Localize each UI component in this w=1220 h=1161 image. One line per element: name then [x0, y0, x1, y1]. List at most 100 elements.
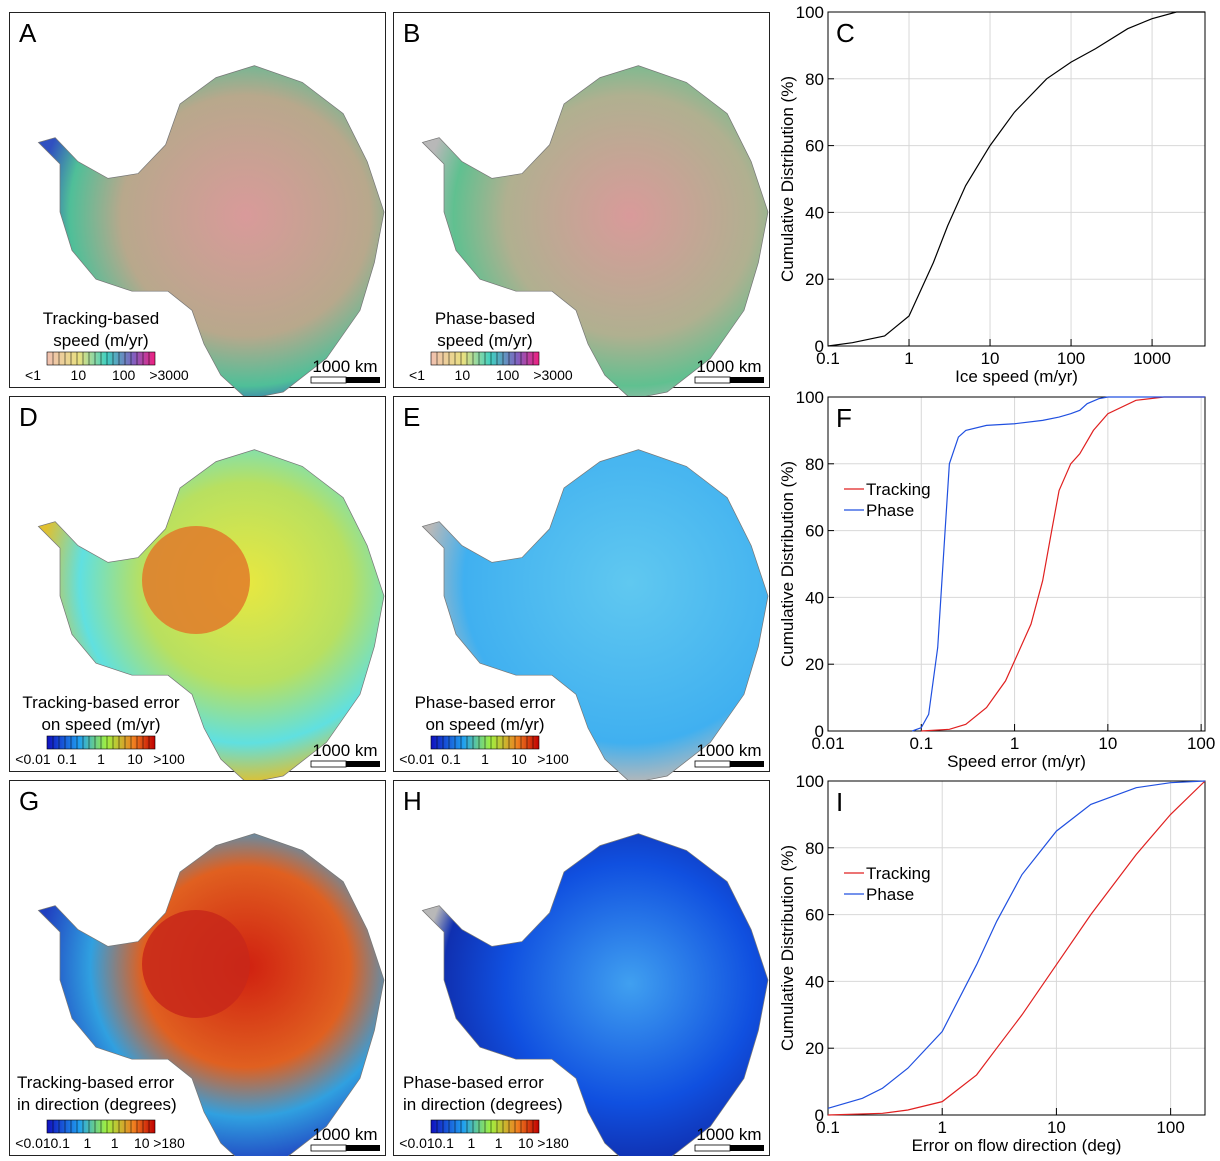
x-tick-label: 0.01 — [811, 734, 844, 753]
colorbar-label: 100 — [496, 367, 520, 383]
y-tick-label: 0 — [815, 337, 824, 356]
map-panel: A Tracking-based speed (m/yr) <1 10 100 >3000 1… — [9, 12, 386, 400]
scale-bar-white — [310, 1144, 347, 1152]
colorbar-label: 1 — [97, 751, 105, 767]
panel-letter: H — [403, 786, 422, 816]
scale-bar-label: 1000 km — [312, 357, 377, 376]
colorbar-label: >3000 — [533, 367, 573, 383]
x-tick-label: 100 — [1187, 734, 1215, 753]
map-panel: D Tracking-based error on speed (m/yr) <0.0… — [9, 396, 386, 784]
map-panel: B Phase-based speed (m/yr) <1 10 100 >3000 1000… — [393, 12, 770, 400]
y-tick-label: 100 — [796, 388, 824, 407]
cdf-line — [912, 396, 1205, 732]
y-tick-label: 100 — [796, 772, 824, 791]
y-tick-label: 40 — [805, 972, 824, 991]
x-tick-label: 100 — [1057, 349, 1085, 368]
y-tick-label: 80 — [805, 839, 824, 858]
map-label: Tracking-based — [43, 309, 160, 328]
map-label: Tracking-based error — [22, 693, 179, 712]
x-axis-label: Speed error (m/yr) — [947, 752, 1086, 771]
map-label: in direction (degrees) — [17, 1095, 177, 1114]
colorbar-label: <1 — [409, 367, 425, 383]
colorbar-label: 1 — [84, 1135, 92, 1151]
colorbar-label: >100 — [153, 751, 185, 767]
x-tick-label: 1 — [937, 1118, 946, 1137]
y-tick-label: 40 — [805, 588, 824, 607]
y-tick-label: 20 — [805, 655, 824, 674]
scale-bar-black — [346, 377, 380, 383]
map-label: on speed (m/yr) — [425, 715, 544, 734]
colorbar-label: <0.01 — [399, 1135, 435, 1151]
colorbar-label: 1 — [468, 1135, 476, 1151]
panel-letter: F — [836, 403, 852, 433]
map-panel: G Tracking-based error in direction (degre… — [9, 780, 386, 1161]
scale-bar-label: 1000 km — [696, 741, 761, 760]
map-label: Phase-based error — [415, 693, 556, 712]
x-axis-label: Ice speed (m/yr) — [955, 367, 1078, 386]
pole-hole-region — [142, 910, 250, 1018]
x-tick-label: 10 — [1047, 1118, 1066, 1137]
x-tick-label: 10 — [981, 349, 1000, 368]
y-tick-label: 20 — [805, 270, 824, 289]
map-panel: E Phase-based error on speed (m/yr) <0.01 0.… — [393, 396, 770, 784]
map-label: speed (m/yr) — [437, 331, 532, 350]
y-axis-label: Cumulative Distribution (%) — [778, 76, 797, 282]
colorbar-label: <1 — [25, 367, 41, 383]
map-label: speed (m/yr) — [53, 331, 148, 350]
scale-bar-label: 1000 km — [696, 357, 761, 376]
x-tick-label: 1000 — [1133, 349, 1171, 368]
colorbar-label: >180 — [153, 1135, 185, 1151]
legend-label: Phase — [866, 885, 914, 904]
cdf-line — [827, 11, 1205, 347]
legend-label: Phase — [866, 501, 914, 520]
x-axis-label: Error on flow direction (deg) — [912, 1136, 1122, 1155]
map-label: Phase-based error — [403, 1073, 544, 1092]
colorbar-label: >3000 — [149, 367, 189, 383]
y-tick-label: 80 — [805, 455, 824, 474]
colorbar-label: 100 — [112, 367, 136, 383]
scale-bar-black — [346, 761, 380, 767]
colorbar-label: 1 — [111, 1135, 119, 1151]
colorbar-label: >180 — [537, 1135, 569, 1151]
x-tick-label: 1 — [1010, 734, 1019, 753]
colorbar-label: <0.01 — [399, 751, 435, 767]
scale-bar-white — [310, 760, 347, 768]
scale-bar-black — [730, 761, 764, 767]
colorbar-label: 10 — [127, 751, 143, 767]
y-tick-label: 0 — [815, 1106, 824, 1125]
x-tick-label: 0.1 — [816, 349, 840, 368]
colorbar-label: 10 — [518, 1135, 534, 1151]
scale-bar-label: 1000 km — [696, 1125, 761, 1144]
panel-letter: E — [403, 402, 420, 432]
colorbar-label: 0.1 — [441, 751, 461, 767]
x-tick-label: 0.1 — [816, 1118, 840, 1137]
scale-bar-white — [310, 376, 347, 384]
legend-label: Tracking — [866, 864, 931, 883]
colorbar-label: 10 — [455, 367, 471, 383]
x-tick-label: 0.1 — [909, 734, 933, 753]
colorbar-label: 10 — [134, 1135, 150, 1151]
x-tick-label: 10 — [1098, 734, 1117, 753]
y-tick-label: 60 — [805, 522, 824, 541]
colorbar-label: 0.1 — [434, 1135, 454, 1151]
plot-frame — [827, 396, 1206, 732]
y-axis-label: Cumulative Distribution (%) — [778, 845, 797, 1051]
map-label: Tracking-based error — [17, 1073, 174, 1092]
colorbar-label: <0.01 — [15, 751, 51, 767]
colorbar-label: 10 — [71, 367, 87, 383]
colorbar-label: >100 — [537, 751, 569, 767]
scale-bar-label: 1000 km — [312, 1125, 377, 1144]
y-tick-label: 80 — [805, 70, 824, 89]
x-tick-label: 100 — [1156, 1118, 1184, 1137]
colorbar-label: 10 — [511, 751, 527, 767]
scale-bar-black — [730, 377, 764, 383]
cdf-line — [827, 780, 1206, 1109]
y-tick-label: 60 — [805, 137, 824, 156]
plot-area — [828, 781, 1205, 1115]
panel-letter: B — [403, 18, 420, 48]
colorbar-label: 0.1 — [50, 1135, 70, 1151]
y-tick-label: 60 — [805, 906, 824, 925]
y-tick-label: 100 — [796, 3, 824, 22]
legend-label: Tracking — [866, 480, 931, 499]
